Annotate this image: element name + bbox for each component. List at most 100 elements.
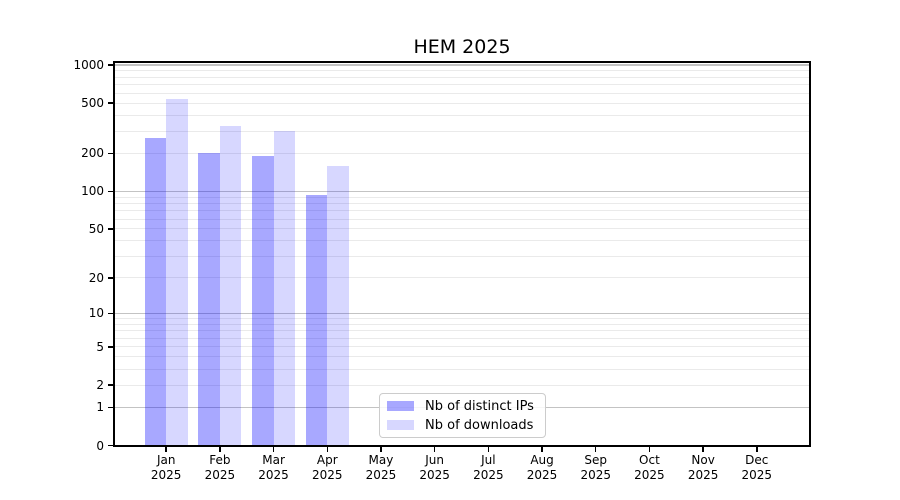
gridline-minor: [112, 218, 811, 220]
y-tick-mark: [107, 190, 113, 193]
y-tick-mark: [107, 102, 113, 104]
gridline-minor: [112, 92, 811, 94]
x-tick-year: 2025: [311, 467, 343, 482]
gridline-minor: [112, 277, 811, 279]
y-tick-label: 20: [88, 270, 104, 285]
bar-distinct-ips-mar: [252, 156, 274, 445]
x-tick-year: 2025: [580, 467, 611, 482]
y-tick-label: 10: [88, 306, 104, 321]
x-tick-month: Feb: [209, 453, 231, 467]
x-tick-year: 2025: [741, 467, 773, 482]
x-tick-month: Oct: [639, 453, 660, 467]
x-tick-month: Jan: [156, 453, 176, 467]
x-tick-year: 2025: [150, 467, 182, 482]
gridline-major: [112, 312, 811, 315]
gridline-minor: [112, 337, 811, 339]
x-tick-label: Feb 2025: [188, 453, 252, 482]
x-tick-month: Dec: [745, 453, 769, 467]
y-tick-mark: [107, 64, 113, 66]
x-tick-year: 2025: [687, 467, 719, 482]
gridline-minor: [112, 255, 811, 257]
gridline-minor: [112, 318, 811, 320]
gridline-minor: [112, 70, 811, 72]
bar-distinct-ips-jan: [144, 138, 167, 445]
bar-distinct-ips-feb: [198, 152, 220, 445]
x-tick-mark: [380, 447, 382, 452]
x-tick-label: Dec 2025: [725, 453, 789, 482]
x-tick-mark: [702, 447, 704, 452]
y-tick-mark: [107, 152, 113, 155]
gridline-minor: [112, 210, 811, 212]
gridline-minor: [112, 76, 811, 78]
x-tick-year: 2025: [419, 467, 450, 482]
gridline-minor: [112, 346, 811, 348]
x-tick-label: May 2025: [349, 453, 413, 482]
x-tick-label: Nov 2025: [671, 453, 735, 482]
x-tick-month: Sep: [584, 453, 608, 467]
x-tick-label: Sep 2025: [564, 453, 628, 482]
y-tick-mark: [107, 277, 113, 279]
y-tick-label: 1: [96, 400, 104, 415]
gridline-major: [112, 64, 811, 66]
chart-title: HEM 2025: [413, 36, 511, 58]
plot-border-left: [112, 61, 115, 446]
x-tick-year: 2025: [634, 467, 665, 482]
gridline-minor: [112, 152, 811, 154]
legend-swatch-distinct-ips: [387, 401, 414, 411]
x-tick-year: 2025: [473, 467, 504, 482]
x-tick-label: Jul 2025: [456, 453, 520, 482]
y-tick-mark: [107, 346, 113, 348]
y-tick-mark: [107, 228, 113, 230]
gridline-minor: [112, 324, 811, 325]
y-tick-label: 50: [88, 221, 104, 236]
gridline-minor: [112, 84, 811, 86]
y-tick-label: 2: [96, 378, 104, 392]
bar-distinct-ips-apr: [305, 194, 328, 445]
legend-item-distinct-ips: Nb of distinct IPs: [380, 397, 545, 416]
x-tick-mark: [165, 447, 167, 452]
x-tick-mark: [541, 447, 543, 452]
x-tick-label: Aug 2025: [510, 453, 574, 482]
gridline-minor: [112, 368, 811, 370]
bar-downloads-jan: [166, 98, 188, 445]
x-tick-month: Apr: [316, 453, 338, 467]
y-tick-mark: [107, 444, 113, 447]
x-tick-month: Nov: [691, 453, 715, 467]
x-tick-month: Jun: [425, 453, 445, 467]
y-tick-label: 500: [81, 96, 104, 111]
x-tick-mark: [648, 447, 651, 452]
bar-downloads-mar: [273, 130, 295, 445]
plot-border-right: [808, 61, 811, 446]
gridline-minor: [112, 203, 811, 204]
y-tick-mark: [107, 312, 113, 315]
x-tick-mark: [433, 447, 436, 452]
x-tick-label: Mar 2025: [242, 453, 306, 482]
y-tick-label: 5: [96, 339, 104, 354]
gridline-minor: [112, 356, 811, 358]
x-tick-label: Apr 2025: [295, 453, 359, 482]
x-tick-mark: [594, 447, 597, 452]
bar-downloads-feb: [219, 125, 242, 445]
y-tick-mark: [107, 406, 113, 409]
x-tick-label: Jun 2025: [403, 453, 467, 482]
y-tick-label: 1000: [73, 58, 104, 73]
y-tick-mark: [107, 384, 113, 386]
x-tick-mark: [326, 447, 329, 452]
gridline-minor: [112, 240, 811, 242]
plot-border-bottom: [112, 445, 811, 447]
x-tick-mark: [219, 447, 221, 452]
x-tick-mark: [756, 447, 758, 452]
gridline-minor: [112, 330, 811, 332]
x-tick-month: Jul: [481, 453, 496, 467]
y-tick-label: 100: [81, 184, 104, 199]
x-tick-label: Jan 2025: [134, 453, 198, 482]
legend: Nb of distinct IPs Nb of downloads: [379, 393, 546, 438]
plot-border-top: [112, 61, 811, 63]
gridline-minor: [112, 196, 811, 198]
legend-item-downloads: Nb of downloads: [380, 416, 545, 435]
x-tick-month: Aug: [530, 453, 554, 467]
x-tick-year: 2025: [365, 467, 397, 482]
x-tick-year: 2025: [204, 467, 236, 482]
bar-downloads-apr: [327, 165, 349, 445]
